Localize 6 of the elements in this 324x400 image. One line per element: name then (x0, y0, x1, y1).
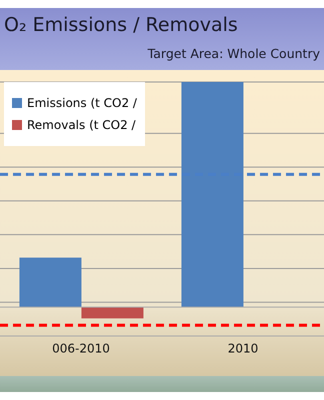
legend-label: Emissions (t CO2 / (27, 96, 137, 110)
x-tick-label: 006-2010 (52, 342, 110, 356)
legend-label: Removals (t CO2 / (27, 118, 136, 132)
chart-subtitle: Target Area: Whole Country (148, 46, 320, 61)
x-tick-label: 2010 (228, 342, 258, 356)
chart-title: O₂ Emissions / Removals (4, 14, 238, 36)
